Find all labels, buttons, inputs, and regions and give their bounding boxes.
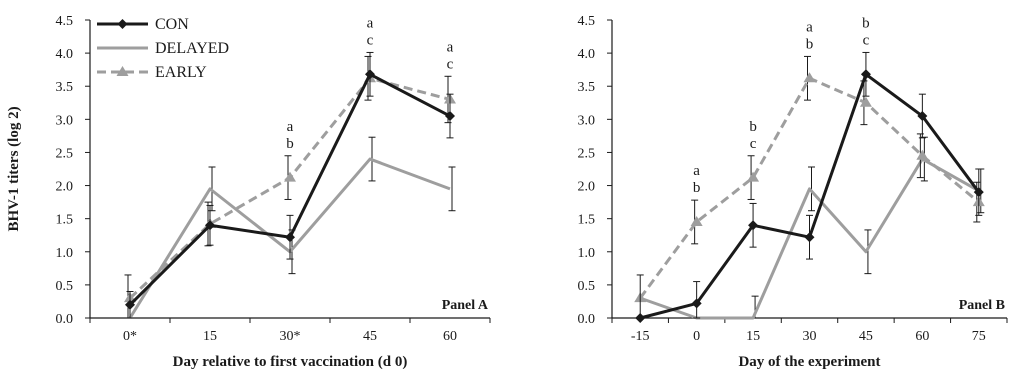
significance-letter: a	[806, 19, 813, 35]
legend: CON DELAYED EARLY	[97, 16, 229, 81]
data-point	[284, 171, 296, 182]
data-point	[365, 69, 375, 80]
data-point	[803, 72, 816, 83]
x-tick-label: 30*	[280, 329, 301, 344]
legend-marker	[116, 66, 129, 76]
legend-label-con: CON	[155, 16, 189, 33]
y-tick-label: 4.5	[56, 14, 74, 29]
y-tick-label: 1.0	[578, 246, 596, 261]
significance-letter: c	[447, 56, 454, 72]
y-tick-label: 4.0	[56, 47, 74, 62]
x-tick-label: 15	[203, 329, 217, 344]
y-tick-label: 1.5	[56, 213, 74, 228]
data-point	[747, 171, 760, 182]
y-tick-label: 2.5	[56, 146, 74, 161]
series-early	[634, 55, 985, 303]
y-tick-label: 2.5	[578, 146, 596, 161]
x-tick-label: 0*	[123, 329, 137, 344]
significance-letter: b	[749, 119, 757, 135]
series-line	[128, 76, 451, 300]
data-point	[916, 149, 929, 160]
series-early	[124, 55, 456, 319]
series-delayed	[128, 136, 456, 319]
data-point	[917, 111, 928, 122]
y-tick-label: 0.5	[56, 279, 74, 294]
significance-letter: b	[806, 36, 814, 52]
series-line	[128, 72, 451, 306]
significance-letter: c	[863, 32, 870, 48]
significance-letter: b	[862, 15, 870, 31]
y-tick-label: 2.0	[578, 180, 596, 195]
x-tick-label: 15	[746, 329, 760, 344]
series-line	[639, 72, 980, 320]
data-point	[635, 313, 646, 323]
series-con	[635, 51, 984, 323]
y-axis-title: BHV-1 titers (log 2)	[6, 106, 22, 231]
significance-letter: a	[367, 15, 374, 31]
legend-marker	[117, 19, 128, 29]
significance-letter: c	[750, 136, 757, 152]
significance-letter: a	[287, 119, 294, 135]
y-tick-label: 0.5	[578, 279, 596, 294]
legend-label-early: EARLY	[155, 64, 207, 81]
y-tick-label: 3.5	[56, 80, 74, 95]
significance-letter: a	[447, 39, 454, 55]
data-point	[804, 232, 815, 243]
significance-letter: a	[693, 163, 700, 179]
panel-a: 0.0 0.5 1.0 1.5 2.0 2.5 3.0 3.5 4.0 4.5 0* 15 30* 45 6…	[6, 14, 491, 370]
x-tick-label: 30	[803, 329, 817, 344]
x-axis-title: Day of the experiment	[738, 354, 880, 370]
y-tick-label: 0.0	[56, 312, 74, 327]
y-tick-label: 1.5	[578, 213, 596, 228]
y-tick-label: 3.5	[578, 80, 596, 95]
data-point	[205, 220, 215, 231]
y-tick-label: 4.0	[578, 47, 596, 62]
x-tick-label: 45	[859, 329, 873, 344]
significance-letter: b	[286, 136, 294, 152]
data-point	[748, 220, 759, 231]
data-point	[125, 299, 135, 310]
y-tick-label: 4.5	[578, 14, 596, 29]
x-axis-title: Day relative to first vaccination (d 0)	[173, 354, 408, 370]
data-point	[691, 298, 702, 309]
data-point	[690, 215, 703, 226]
y-tick-label: 1.0	[56, 246, 74, 261]
significance-letter: c	[367, 32, 374, 48]
data-point	[285, 232, 295, 243]
x-tick-label: 0	[693, 329, 700, 344]
data-point	[859, 96, 872, 107]
y-tick-label: 3.0	[56, 113, 74, 128]
panel-label: Panel B	[959, 298, 1005, 313]
y-tick-label: 2.0	[56, 180, 74, 195]
series-con	[125, 51, 455, 319]
panel-label: Panel A	[442, 298, 489, 313]
x-tick-label: 75	[972, 329, 986, 344]
y-tick-label: 0.0	[578, 312, 596, 327]
data-point	[973, 187, 984, 198]
x-tick-label: 45	[363, 329, 377, 344]
data-point	[445, 111, 455, 122]
x-tick-label: -15	[631, 329, 650, 344]
significance-letter: b	[693, 180, 701, 196]
x-tick-label: 60	[915, 329, 929, 344]
y-tick-label: 3.0	[578, 113, 596, 128]
data-point	[860, 69, 871, 80]
panel-b: 0.0 0.5 1.0 1.5 2.0 2.5 3.0 3.5 4.0 4.5 -15 0 15 30 45…	[578, 14, 1008, 370]
legend-label-delayed: DELAYED	[155, 40, 229, 57]
x-tick-label: 60	[443, 329, 457, 344]
